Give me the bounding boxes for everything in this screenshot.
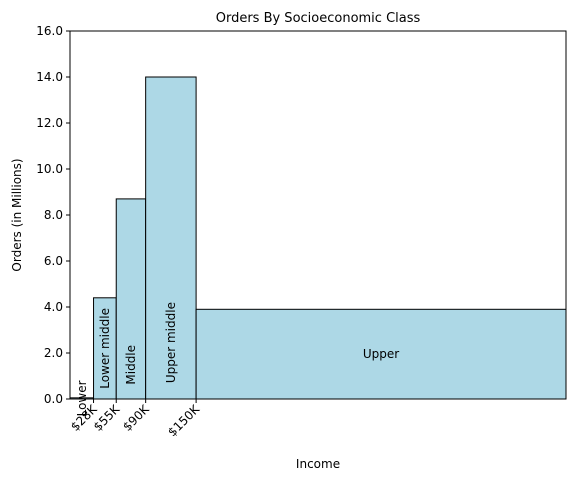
y-tick-label: 10.0 <box>36 162 63 176</box>
y-tick-label: 8.0 <box>44 208 63 222</box>
chart-title: Orders By Socioeconomic Class <box>216 11 421 26</box>
bar-labels-layer: Lower Lower middle Middle Upper middle Upper <box>75 302 400 416</box>
bar-label: Lower <box>75 380 89 416</box>
y-axis-title: Orders (in Millions) <box>10 158 24 271</box>
bar-upper-middle <box>145 76 197 400</box>
x-axis: $28K$55K$90K $150K <box>68 399 203 439</box>
y-tick-label: 4.0 <box>44 300 63 314</box>
bars-layer <box>69 76 567 400</box>
x-tick-label: $55K <box>91 401 123 433</box>
y-tick-label: 12.0 <box>36 116 63 130</box>
y-axis: 0.0 2.0 4.0 6.0 8.0 10.0 12.0 14.0 16.0 <box>36 24 70 406</box>
bar-label: Upper middle <box>164 302 178 383</box>
x-tick-label: $150K <box>165 401 203 439</box>
bar-middle <box>115 198 147 400</box>
x-axis-title: Income <box>296 457 340 471</box>
y-tick-label: 16.0 <box>36 24 63 38</box>
y-tick-label: 6.0 <box>44 254 63 268</box>
bar-label: Middle <box>124 345 138 385</box>
y-tick-label: 14.0 <box>36 70 63 84</box>
y-tick-label: 2.0 <box>44 346 63 360</box>
x-tick-label: $90K <box>120 401 152 433</box>
y-tick-label: 0.0 <box>44 392 63 406</box>
bar-label: Upper <box>363 347 399 361</box>
bar-label: Lower middle <box>98 308 112 389</box>
